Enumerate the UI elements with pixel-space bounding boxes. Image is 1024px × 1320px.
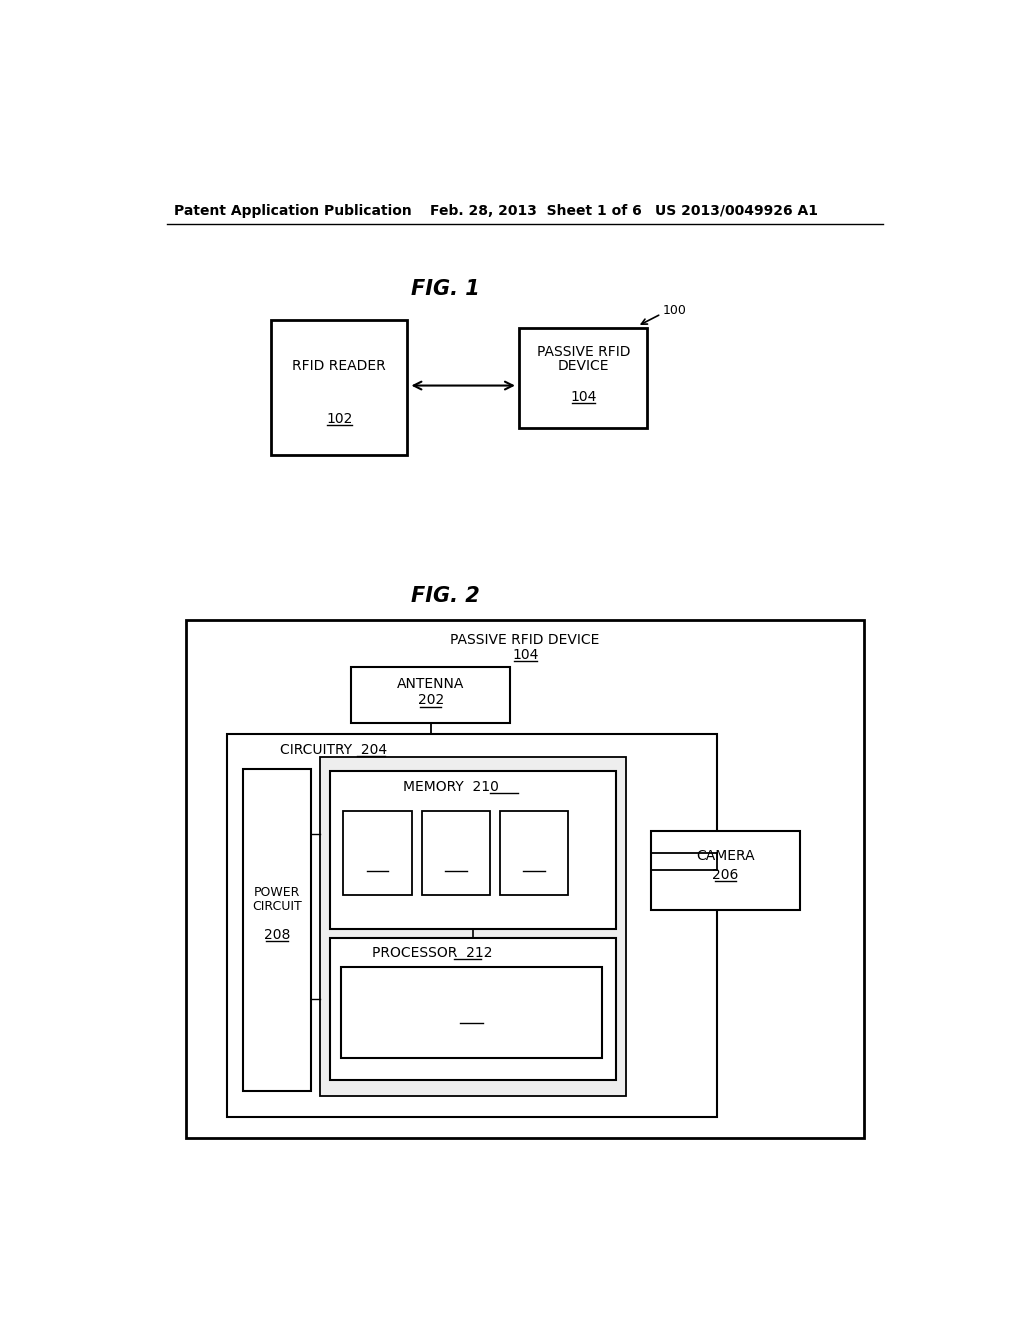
Text: 214: 214	[459, 1010, 485, 1024]
Text: Patent Application Publication: Patent Application Publication	[174, 203, 413, 218]
Bar	[330, 937, 616, 1080]
Bar	[341, 966, 602, 1057]
Text: FIG. 2: FIG. 2	[412, 586, 480, 606]
Text: 206: 206	[713, 869, 738, 882]
Text: 208: 208	[263, 928, 290, 941]
Text: DATA: DATA	[361, 836, 393, 849]
Text: DATA: DATA	[439, 836, 472, 849]
Text: MEMORY  210: MEMORY 210	[403, 780, 499, 793]
Bar	[186, 620, 864, 1138]
Text: 100: 100	[663, 305, 687, 317]
Text: PASSIVE RFID: PASSIVE RFID	[537, 346, 630, 359]
Text: RFID READER: RFID READER	[292, 359, 386, 374]
Text: 104: 104	[512, 648, 539, 663]
Text: IMAGE: IMAGE	[357, 822, 397, 834]
Text: FIG. 1: FIG. 1	[412, 280, 480, 300]
Bar	[343, 812, 412, 895]
Text: Feb. 28, 2013  Sheet 1 of 6: Feb. 28, 2013 Sheet 1 of 6	[430, 203, 642, 218]
Text: ANTENNA: ANTENNA	[397, 677, 464, 690]
Text: DATA: DATA	[518, 836, 550, 849]
Text: IMAGE: IMAGE	[435, 822, 476, 834]
Text: 217: 217	[443, 859, 469, 871]
Text: CIRCUIT: CIRCUIT	[252, 899, 302, 912]
Text: RECOGNITION ELEMENT: RECOGNITION ELEMENT	[392, 990, 551, 1003]
Text: 218: 218	[521, 859, 547, 871]
Text: 102: 102	[326, 412, 352, 425]
Bar	[519, 327, 647, 428]
Bar	[651, 830, 800, 909]
Text: 104: 104	[570, 391, 597, 404]
Bar	[351, 667, 510, 723]
Text: POWER: POWER	[254, 886, 300, 899]
Bar	[422, 812, 489, 895]
Bar	[227, 734, 717, 1117]
Text: PROCESSOR  212: PROCESSOR 212	[372, 946, 493, 960]
Bar	[271, 321, 407, 455]
Text: CAMERA: CAMERA	[696, 849, 755, 863]
Bar	[243, 770, 311, 1090]
Text: CIRCUITRY  204: CIRCUITRY 204	[280, 743, 387, 756]
Text: US 2013/0049926 A1: US 2013/0049926 A1	[655, 203, 818, 218]
Bar	[330, 771, 616, 929]
Bar	[500, 812, 568, 895]
Text: IMAGE: IMAGE	[514, 822, 554, 834]
Text: PASSIVE RFID DEVICE: PASSIVE RFID DEVICE	[451, 632, 600, 647]
Bar	[321, 758, 627, 1096]
Text: 202: 202	[418, 693, 443, 708]
Text: DEVICE: DEVICE	[557, 359, 609, 374]
Text: 216: 216	[365, 859, 390, 871]
